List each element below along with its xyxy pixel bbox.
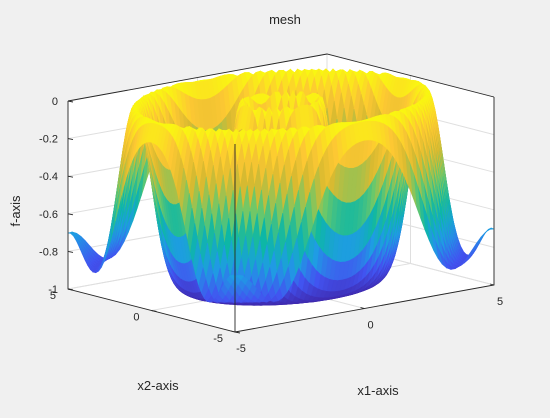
z-tick-mark-2 xyxy=(67,213,74,216)
z-tick-label-3: -0.4 xyxy=(39,171,58,183)
chart-title: mesh xyxy=(269,12,301,27)
x-tick-label-2: 5 xyxy=(497,296,503,308)
axes-top-back-edges xyxy=(67,53,495,102)
z-tick-label-2: -0.6 xyxy=(39,209,58,221)
y-tick-mark-0 xyxy=(234,331,241,334)
y-tick-label-2: 5 xyxy=(50,290,56,302)
z-tick-label-0: -1 xyxy=(48,284,58,296)
z-tick-label-1: -0.8 xyxy=(39,246,58,258)
x-tick-mark-0 xyxy=(230,330,236,333)
tick-labels: -1 -0.8 -0.6 -0.4 -0.2 0 -5 0 5 -5 0 5 xyxy=(39,96,503,355)
surface-mesh xyxy=(67,68,495,306)
x1-axis-label: x1-axis xyxy=(357,383,399,398)
z-tick-mark-3 xyxy=(67,175,74,178)
x-tick-label-0: -5 xyxy=(236,343,246,355)
y-tick-mark-2 xyxy=(67,288,74,291)
z-axis-label: f-axis xyxy=(8,195,23,227)
z-tick-label-5: 0 xyxy=(52,96,58,108)
z-tick-mark-1 xyxy=(67,250,74,253)
x2-axis-label: x2-axis xyxy=(137,378,179,393)
surface-patch xyxy=(232,274,240,277)
x-tick-mark-2 xyxy=(489,283,495,286)
y-tick-label-0: -5 xyxy=(213,333,223,345)
z-tick-label-4: -0.2 xyxy=(39,134,58,146)
z-tick-mark-4 xyxy=(67,138,74,141)
x-tick-mark-1 xyxy=(360,307,365,309)
x-tick-label-1: 0 xyxy=(367,320,373,332)
z-tick-mark-5 xyxy=(67,100,74,103)
y-tick-label-1: 0 xyxy=(133,312,139,324)
y-tick-mark-1 xyxy=(151,310,157,312)
